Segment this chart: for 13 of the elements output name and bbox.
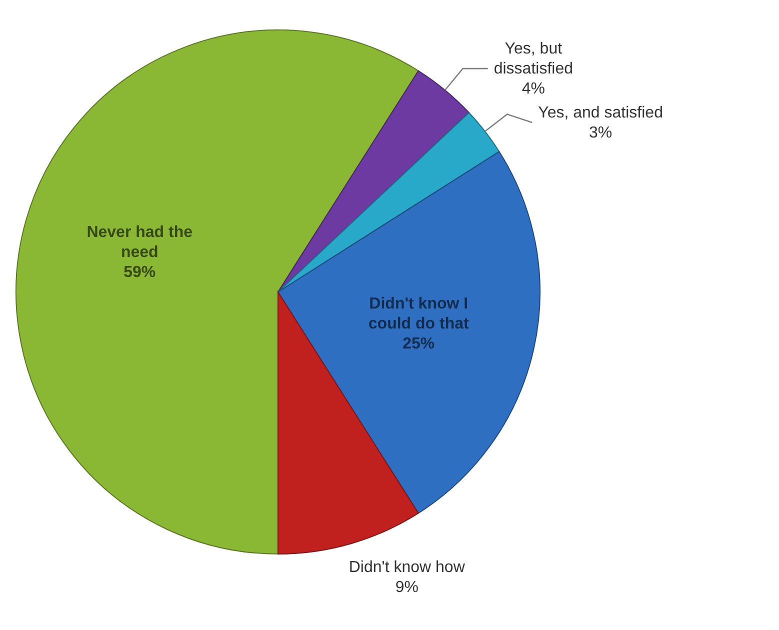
slice-label: Never had the need	[86, 224, 193, 261]
pie-slice	[278, 112, 500, 292]
slice-label: Didn't know I could do that	[368, 295, 470, 332]
data-label: 4%	[522, 80, 545, 98]
data-label: 25%	[402, 335, 435, 352]
slice-label: Didn't know how	[348, 559, 466, 576]
slice-label: Yes, and satisfied	[538, 104, 663, 122]
data-label: 3%	[588, 124, 612, 142]
pie-slice	[278, 70, 470, 292]
data-label: 59%	[124, 264, 156, 281]
pie-slice	[278, 151, 540, 514]
data-label: 9%	[395, 579, 418, 596]
slice-label: Yes, but dissatisfied	[494, 40, 574, 78]
